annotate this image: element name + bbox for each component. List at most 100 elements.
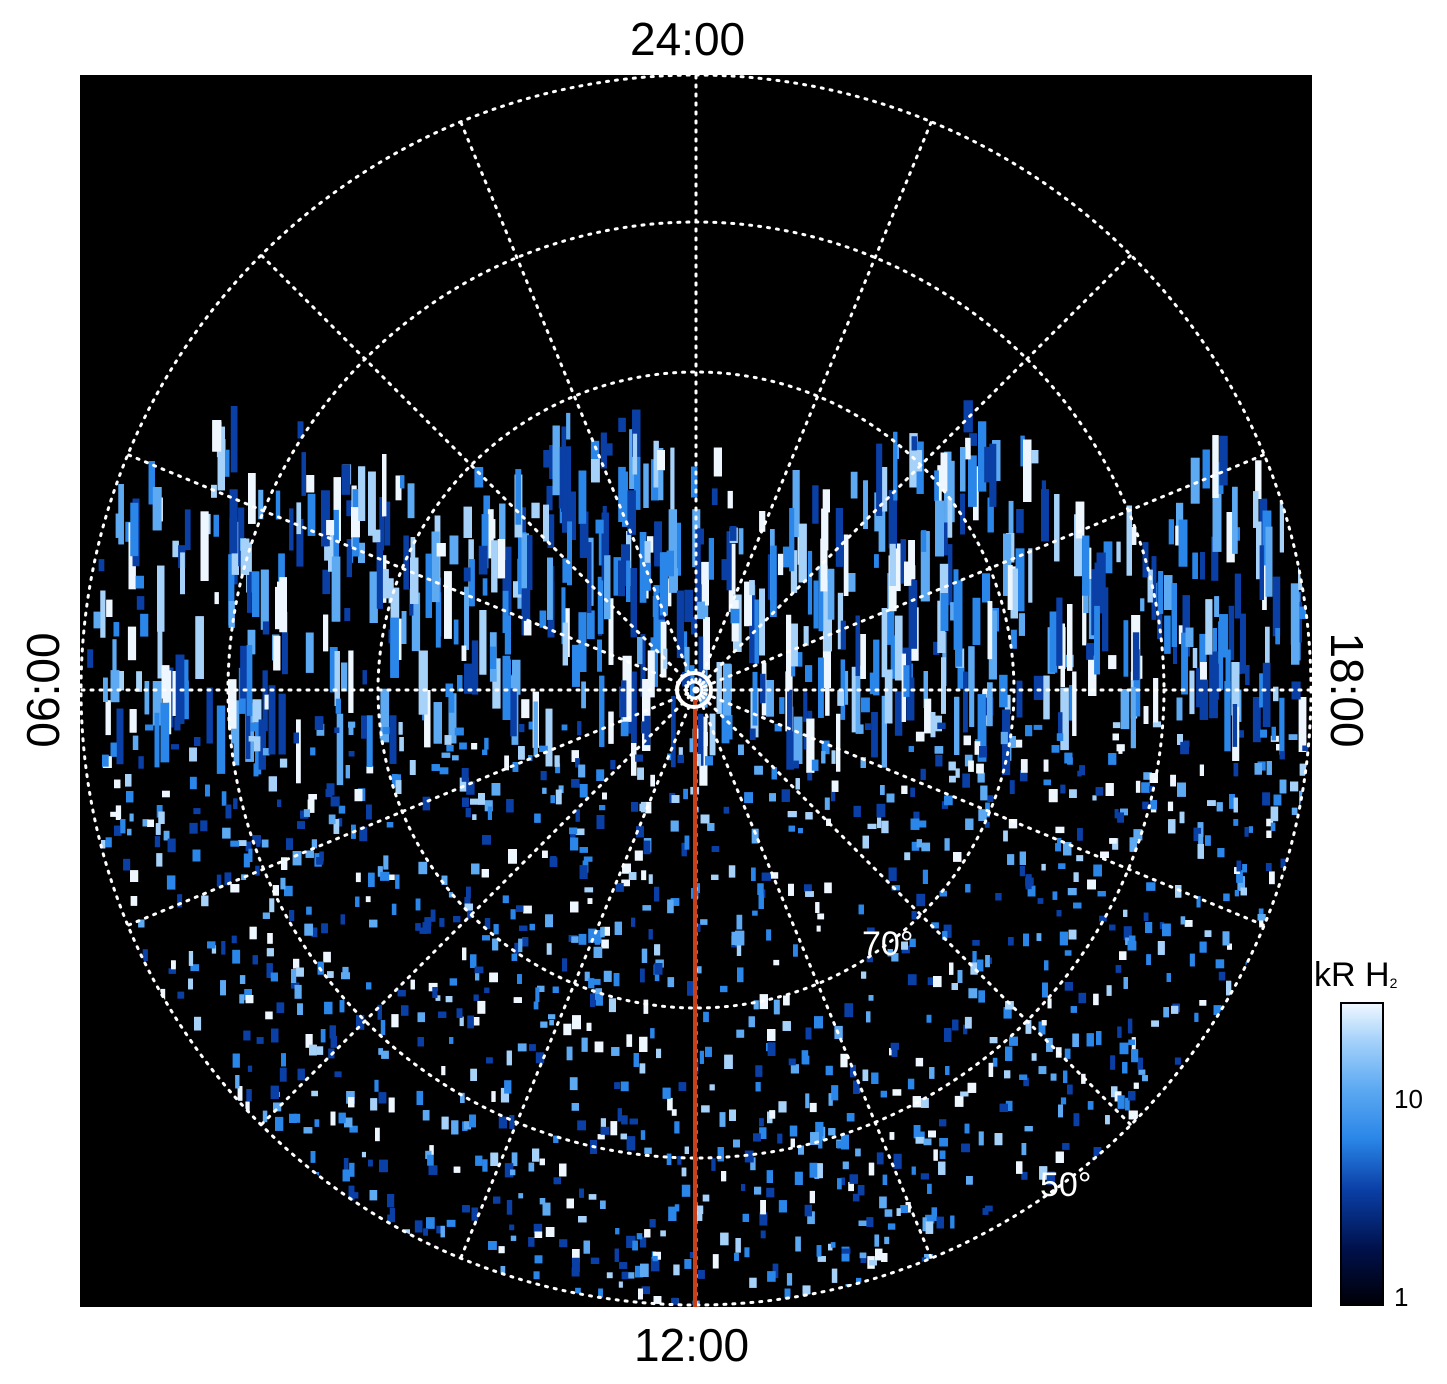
emission-speckle bbox=[1147, 569, 1153, 603]
emission-speckle bbox=[1114, 809, 1119, 819]
emission-speckle bbox=[744, 1247, 750, 1258]
emission-speckle bbox=[964, 1016, 972, 1029]
emission-speckle bbox=[670, 447, 675, 516]
emission-speckle bbox=[828, 1128, 836, 1136]
emission-speckle bbox=[802, 1285, 811, 1298]
emission-speckle bbox=[294, 984, 302, 999]
emission-speckle bbox=[1025, 877, 1034, 887]
emission-speckle bbox=[123, 858, 131, 871]
emission-speckle bbox=[1058, 712, 1063, 741]
emission-speckle bbox=[335, 698, 341, 714]
emission-speckle bbox=[634, 445, 641, 510]
emission-speckle bbox=[909, 938, 916, 947]
emission-speckle bbox=[977, 694, 987, 762]
emission-speckle bbox=[666, 1153, 672, 1165]
emission-speckle bbox=[1270, 806, 1279, 822]
emission-speckle bbox=[985, 955, 990, 968]
emission-speckle bbox=[857, 1185, 865, 1196]
emission-speckle bbox=[755, 1082, 761, 1092]
emission-speckle bbox=[105, 837, 112, 848]
emission-speckle bbox=[521, 588, 531, 636]
emission-speckle bbox=[194, 737, 201, 746]
emission-speckle bbox=[492, 938, 499, 951]
emission-speckle bbox=[1209, 651, 1218, 719]
emission-speckle bbox=[752, 671, 758, 726]
emission-speckle bbox=[395, 780, 402, 794]
emission-speckle bbox=[820, 538, 828, 592]
emission-speckle bbox=[535, 987, 540, 1002]
emission-speckle bbox=[380, 569, 389, 599]
emission-speckle bbox=[599, 805, 606, 811]
emission-speckle bbox=[631, 917, 636, 927]
emission-speckle bbox=[1176, 697, 1183, 721]
emission-speckle bbox=[1171, 583, 1177, 647]
emission-speckle bbox=[618, 417, 626, 432]
emission-speckle bbox=[461, 768, 469, 782]
emission-speckle bbox=[588, 978, 595, 989]
emission-speckle bbox=[296, 719, 301, 784]
emission-speckle bbox=[634, 850, 643, 861]
emission-speckle bbox=[749, 580, 755, 596]
emission-speckle bbox=[766, 1187, 775, 1198]
emission-speckle bbox=[1273, 794, 1282, 806]
emission-speckle bbox=[1149, 773, 1158, 783]
emission-speckle bbox=[296, 518, 304, 567]
emission-speckle bbox=[697, 1270, 705, 1279]
emission-speckle bbox=[550, 795, 555, 804]
emission-speckle bbox=[425, 553, 432, 618]
emission-speckle bbox=[506, 1050, 512, 1066]
emission-speckle bbox=[1021, 1171, 1028, 1180]
emission-speckle bbox=[668, 567, 678, 593]
emission-speckle bbox=[626, 1235, 636, 1248]
emission-speckle bbox=[475, 969, 480, 981]
emission-speckle bbox=[466, 781, 475, 795]
emission-speckle bbox=[766, 680, 774, 717]
emission-speckle bbox=[702, 1194, 710, 1202]
emission-speckle bbox=[831, 787, 836, 802]
emission-speckle bbox=[947, 544, 953, 606]
emission-speckle bbox=[330, 1036, 337, 1048]
emission-speckle bbox=[375, 1127, 380, 1142]
emission-speckle bbox=[163, 830, 170, 841]
emission-speckle bbox=[831, 750, 836, 764]
emission-speckle bbox=[348, 1185, 355, 1201]
emission-speckle bbox=[478, 545, 488, 575]
emission-speckle bbox=[1196, 896, 1201, 908]
emission-speckle bbox=[631, 716, 637, 776]
emission-speckle bbox=[1298, 697, 1307, 752]
emission-speckle bbox=[1266, 761, 1272, 775]
emission-speckle bbox=[793, 716, 803, 764]
emission-speckle bbox=[1086, 1033, 1094, 1047]
emission-speckle bbox=[810, 1132, 819, 1145]
emission-speckle bbox=[579, 1188, 584, 1198]
emission-speckle bbox=[240, 538, 250, 575]
emission-speckle bbox=[608, 598, 614, 665]
emission-speckle bbox=[1095, 787, 1104, 796]
emission-speckle bbox=[1049, 611, 1058, 673]
emission-speckle bbox=[807, 1211, 815, 1225]
emission-speckle bbox=[825, 668, 830, 716]
emission-speckle bbox=[1093, 864, 1102, 877]
emission-speckle bbox=[348, 650, 354, 713]
emission-speckle bbox=[249, 926, 257, 940]
emission-speckle bbox=[923, 671, 928, 708]
emission-speckle bbox=[599, 675, 605, 747]
emission-speckle bbox=[555, 789, 562, 805]
emission-speckle bbox=[453, 916, 461, 923]
emission-speckle bbox=[239, 975, 246, 984]
emission-speckle bbox=[614, 1248, 619, 1262]
emission-speckle bbox=[879, 1196, 887, 1209]
emission-speckle bbox=[1142, 1075, 1148, 1082]
emission-speckle bbox=[629, 429, 636, 489]
emission-speckle bbox=[1003, 1007, 1012, 1019]
emission-speckle bbox=[889, 543, 896, 586]
emission-speckle bbox=[698, 528, 704, 545]
emission-speckle bbox=[720, 985, 728, 993]
emission-speckle bbox=[793, 944, 798, 957]
emission-speckle bbox=[322, 569, 331, 595]
emission-speckle bbox=[600, 432, 607, 469]
emission-speckle bbox=[514, 942, 519, 955]
emission-speckle bbox=[1215, 959, 1225, 969]
emission-speckle bbox=[543, 504, 549, 542]
emission-speckle bbox=[355, 896, 360, 907]
